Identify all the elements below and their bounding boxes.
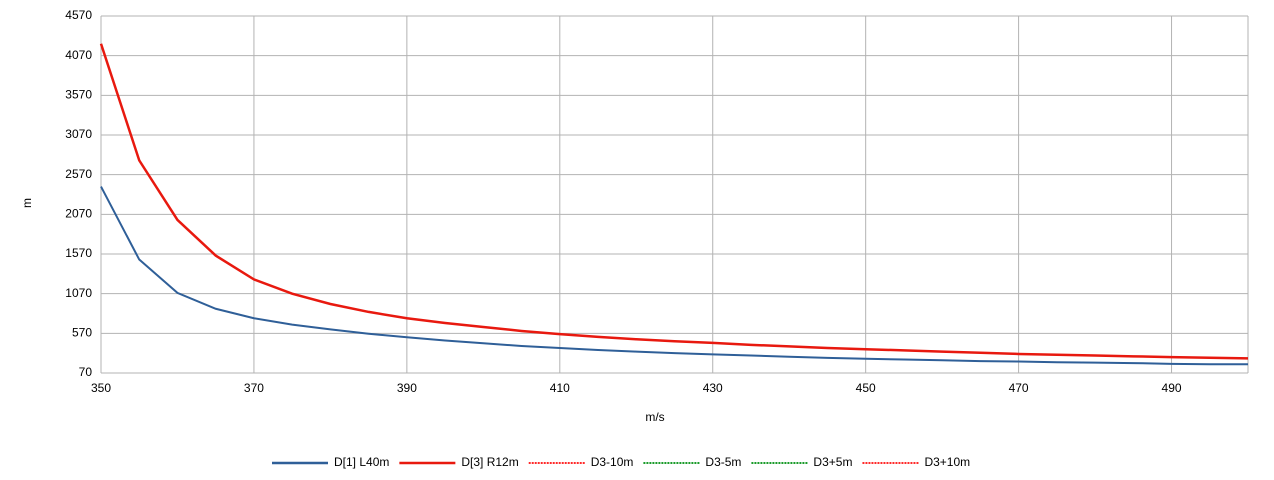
legend-label: D3-5m [705, 455, 741, 469]
x-tick-label: 370 [244, 381, 264, 395]
series-line [100, 186, 1248, 366]
y-tick-label: 1570 [65, 246, 92, 260]
x-axis-label: m/s [645, 410, 664, 424]
x-tick-label: 410 [550, 381, 570, 395]
y-tick-label: 1070 [65, 286, 92, 300]
legend-label: D[3] R12m [461, 455, 518, 469]
y-tick-label: 3070 [65, 127, 92, 141]
y-axis-label: m [20, 198, 34, 208]
x-tick-label: 490 [1162, 381, 1182, 395]
legend-label: D[1] L40m [334, 455, 389, 469]
x-tick-label: 450 [856, 381, 876, 395]
y-tick-label: 3570 [65, 88, 92, 102]
x-tick-label: 350 [91, 381, 111, 395]
y-tick-label: 2070 [65, 207, 92, 221]
y-tick-label: 570 [72, 326, 92, 340]
legend-label: D3+5m [813, 455, 852, 469]
x-tick-label: 390 [397, 381, 417, 395]
x-tick-label: 470 [1009, 381, 1029, 395]
y-tick-label: 4070 [65, 48, 92, 62]
legend-label: D3+10m [924, 455, 970, 469]
y-tick-label: 70 [79, 365, 93, 379]
x-tick-label: 430 [703, 381, 723, 395]
series-line [99, 43, 1249, 360]
y-tick-label: 2570 [65, 167, 92, 181]
y-tick-label: 4570 [65, 8, 92, 22]
legend-label: D3-10m [591, 455, 634, 469]
